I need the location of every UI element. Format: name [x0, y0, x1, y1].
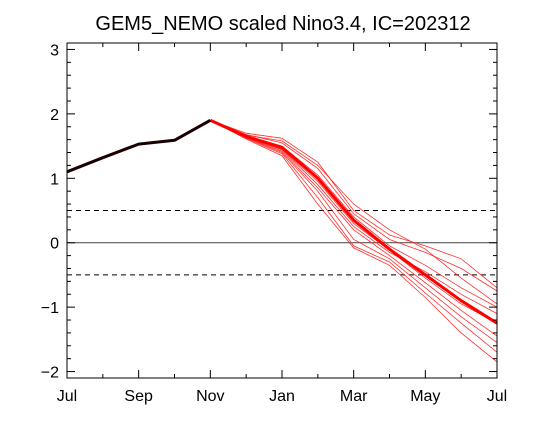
ensemble-member-line-1 — [210, 119, 498, 289]
x-tick-label-1: Sep — [124, 388, 153, 405]
plot-area: Jul Sep Nov Jan Mar May Jul 3 2 1 0 −1 −2 — [41, 42, 507, 405]
ensemble-member-line-6 — [210, 119, 498, 343]
ensemble-member-line-8 — [210, 119, 498, 363]
y-tick-label-5: −2 — [41, 365, 59, 382]
x-tick-label-3: Jan — [269, 388, 295, 405]
y-tick-label-4: −1 — [41, 300, 59, 317]
x-tick-label-0: Jul — [57, 388, 77, 405]
ensemble-member-line-5 — [210, 119, 498, 337]
ensemble-mean-line — [209, 118, 498, 325]
chart-title: GEM5_NEMO scaled Nino3.4, IC=202312 — [95, 13, 470, 35]
y-tick-label-0: 3 — [50, 42, 59, 59]
ensemble-member-line-2 — [210, 119, 498, 292]
observed-line — [66, 118, 212, 174]
ensemble-member-line-9 — [210, 119, 498, 305]
y-tick-label-1: 2 — [50, 107, 59, 124]
x-tick-label-2: Nov — [196, 388, 224, 405]
x-tick-label-4: Mar — [340, 388, 368, 405]
y-tick-label-3: 0 — [50, 236, 59, 253]
x-tick-label-6: Jul — [487, 388, 507, 405]
x-tick-label-5: May — [410, 388, 440, 405]
ensemble-member-line-7 — [210, 119, 498, 353]
y-tick-label-2: 1 — [50, 171, 59, 188]
